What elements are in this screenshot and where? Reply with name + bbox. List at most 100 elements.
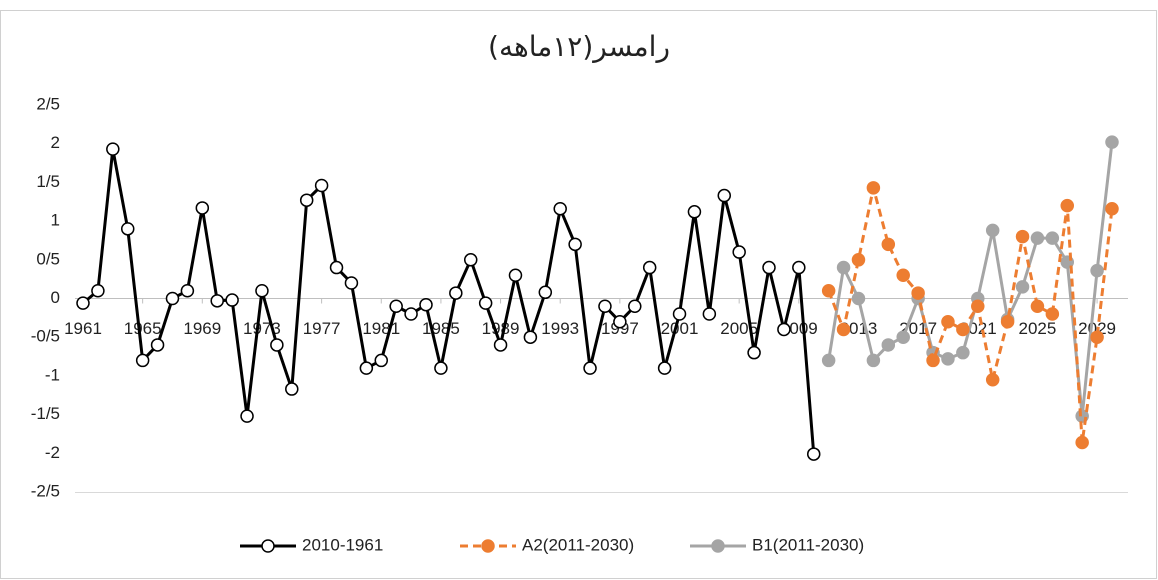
point <box>255 284 269 298</box>
point <box>404 307 418 321</box>
point <box>717 188 732 203</box>
point <box>762 260 776 275</box>
point <box>642 260 657 275</box>
y-tick-label: 0/5 <box>36 249 60 268</box>
chart-frame <box>0 10 1157 579</box>
point <box>419 297 433 312</box>
point <box>240 409 254 423</box>
point <box>1045 307 1060 321</box>
y-tick-label: -2/5 <box>31 481 60 500</box>
point <box>1015 280 1030 294</box>
point <box>135 353 150 368</box>
y-tick-label: -1 <box>45 365 60 384</box>
point <box>285 382 299 396</box>
y-tick-label: -0/5 <box>31 327 60 346</box>
point <box>1045 231 1060 245</box>
point <box>493 338 508 352</box>
point <box>1090 263 1104 278</box>
legend-label: B1(2011-2030) <box>752 535 864 554</box>
point <box>553 201 567 216</box>
point <box>1015 229 1030 244</box>
x-tick-label: 1997 <box>601 319 639 338</box>
point <box>941 352 955 366</box>
point <box>821 284 836 298</box>
point <box>389 299 403 313</box>
point <box>956 322 970 337</box>
point <box>1060 198 1075 213</box>
point <box>91 284 105 298</box>
x-tick-label: 1969 <box>183 319 221 338</box>
point <box>1030 299 1045 313</box>
point <box>538 285 553 300</box>
point <box>210 294 224 308</box>
point <box>1105 201 1119 216</box>
point <box>1105 135 1119 149</box>
point <box>1090 330 1104 344</box>
legend-marker <box>261 539 275 553</box>
point <box>896 330 910 344</box>
point <box>1030 231 1045 245</box>
point <box>434 361 448 375</box>
point <box>463 253 478 267</box>
x-tick-label: 1981 <box>362 319 400 338</box>
point <box>896 268 910 283</box>
y-tick-label: 2/5 <box>36 94 60 113</box>
series-line <box>82 148 816 455</box>
y-tick-label: -1/5 <box>31 404 60 423</box>
point <box>702 307 717 321</box>
legend-marker <box>481 539 495 553</box>
point <box>777 322 791 337</box>
point <box>478 296 493 310</box>
point <box>508 268 523 283</box>
point <box>672 307 687 321</box>
point <box>150 338 165 352</box>
point <box>225 293 239 307</box>
point <box>956 345 970 360</box>
point <box>523 330 538 344</box>
point <box>195 201 210 215</box>
point <box>821 353 836 368</box>
point <box>866 353 881 368</box>
point <box>449 286 463 300</box>
point <box>165 291 180 306</box>
point <box>851 291 866 306</box>
point <box>583 361 597 375</box>
point <box>687 205 702 219</box>
point <box>806 447 821 461</box>
point <box>374 353 389 368</box>
point <box>851 253 866 267</box>
x-tick-label: 1989 <box>482 319 520 338</box>
point <box>985 223 1000 238</box>
point <box>1075 435 1089 450</box>
y-tick-label: 0 <box>51 288 60 307</box>
point <box>314 178 329 193</box>
legend-label: 2010-1961 <box>302 535 383 554</box>
y-tick-label: 2 <box>51 133 60 152</box>
point <box>941 314 955 329</box>
x-tick-label: 1961 <box>64 319 102 338</box>
point <box>359 361 374 375</box>
x-tick-label: 1993 <box>541 319 579 338</box>
x-tick-label: 2025 <box>1019 319 1057 338</box>
point <box>120 222 135 236</box>
point <box>270 338 284 352</box>
point <box>598 299 612 313</box>
legend-marker <box>711 539 725 553</box>
point <box>657 361 672 375</box>
point <box>926 353 940 368</box>
x-tick-label: 2001 <box>661 319 699 338</box>
point <box>792 260 806 275</box>
point <box>911 286 925 300</box>
point <box>329 260 344 275</box>
point <box>568 237 582 252</box>
y-tick-label: 1 <box>51 211 60 230</box>
point <box>836 322 851 337</box>
point <box>732 245 746 259</box>
point <box>971 299 985 313</box>
x-tick-label: 1965 <box>124 319 162 338</box>
y-tick-label: -2 <box>45 443 60 462</box>
point <box>344 276 359 290</box>
point <box>866 181 881 195</box>
point <box>180 284 195 298</box>
x-tick-label: 1985 <box>422 319 460 338</box>
